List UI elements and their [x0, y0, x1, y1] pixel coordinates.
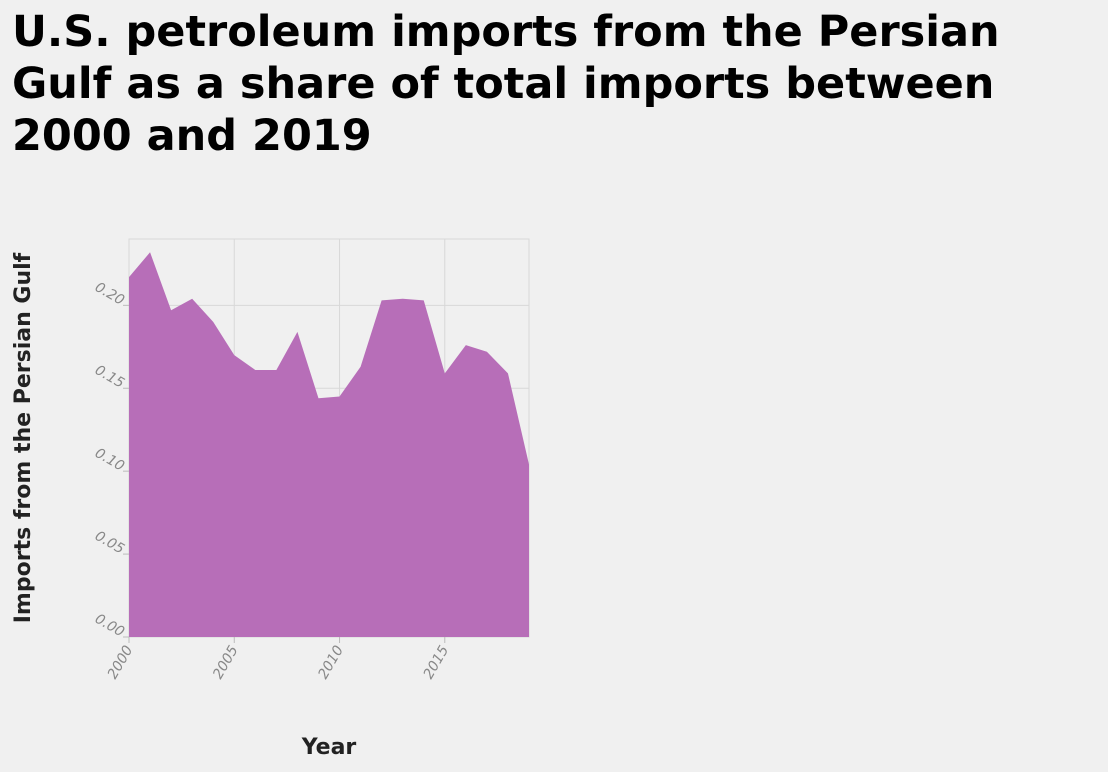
data-point	[401, 297, 405, 301]
data-point	[316, 396, 320, 400]
y-tick-label: 0.20	[92, 279, 127, 308]
data-point	[274, 368, 278, 372]
data-point	[359, 365, 363, 369]
data-point	[338, 395, 342, 399]
data-point	[232, 353, 236, 357]
data-point	[211, 320, 215, 324]
x-tick-label: 2015	[421, 643, 453, 682]
data-point	[169, 308, 173, 312]
y-tick-label: 0.00	[92, 611, 127, 640]
x-axis-title: Year	[301, 735, 357, 760]
data-point	[190, 297, 194, 301]
y-tick-label: 0.15	[92, 362, 127, 391]
data-point	[485, 350, 489, 354]
data-point	[443, 371, 447, 375]
x-tick-label: 2000	[105, 643, 137, 682]
chart-title: U.S. petroleum imports from the Persian …	[12, 7, 1000, 161]
series-area	[129, 252, 529, 637]
data-point	[148, 250, 152, 254]
data-point	[506, 371, 510, 375]
data-point	[380, 298, 384, 302]
data-point	[422, 298, 426, 302]
data-point	[464, 343, 468, 347]
data-point	[527, 463, 531, 467]
data-point	[295, 330, 299, 334]
y-axis-title: Imports from the Persian Gulf	[11, 252, 36, 623]
y-tick-label: 0.05	[92, 528, 127, 557]
data-point	[253, 368, 257, 372]
y-axis-ticks: 0.00 0.05 0.10 0.15 0.20	[92, 279, 129, 641]
x-tick-label: 2010	[315, 643, 347, 682]
x-tick-label: 2005	[210, 643, 242, 682]
data-point	[127, 275, 131, 279]
x-axis-ticks: 2000 2005 2010 2015	[105, 637, 453, 682]
y-tick-label: 0.10	[92, 445, 127, 474]
